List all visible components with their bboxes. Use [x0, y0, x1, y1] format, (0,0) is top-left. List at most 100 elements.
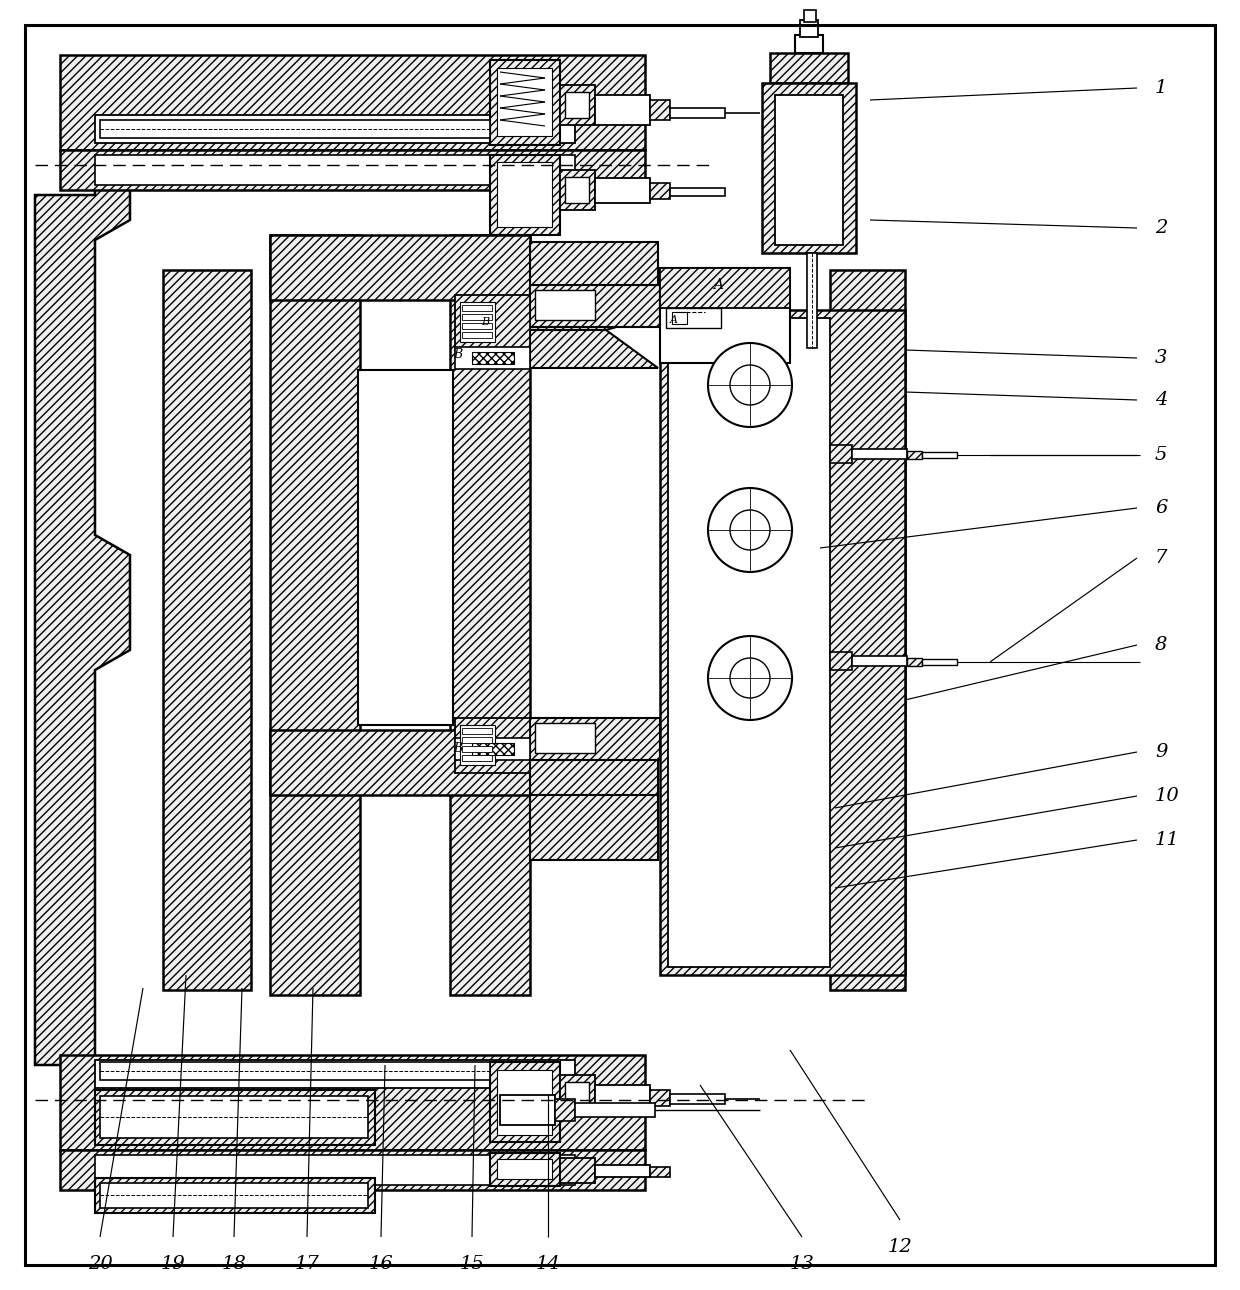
Polygon shape	[529, 795, 658, 860]
Polygon shape	[804, 10, 816, 22]
Polygon shape	[852, 449, 906, 459]
Text: 5: 5	[1154, 446, 1167, 464]
Polygon shape	[560, 170, 595, 210]
Circle shape	[708, 343, 792, 427]
Text: 10: 10	[1154, 787, 1179, 805]
Text: 16: 16	[368, 1255, 393, 1273]
Polygon shape	[472, 743, 515, 755]
Text: 4: 4	[1154, 391, 1167, 409]
Polygon shape	[660, 268, 790, 362]
Polygon shape	[35, 141, 130, 1066]
Polygon shape	[95, 1090, 374, 1146]
Polygon shape	[490, 155, 560, 235]
Polygon shape	[497, 163, 552, 227]
Polygon shape	[490, 1062, 560, 1142]
Text: 2: 2	[1154, 219, 1167, 237]
Polygon shape	[534, 722, 595, 753]
Polygon shape	[100, 120, 490, 138]
Polygon shape	[800, 21, 818, 37]
Polygon shape	[463, 313, 492, 320]
Polygon shape	[529, 285, 660, 326]
Polygon shape	[463, 737, 492, 743]
Text: 1: 1	[1154, 79, 1167, 97]
Polygon shape	[472, 352, 515, 364]
Polygon shape	[906, 658, 923, 666]
Polygon shape	[560, 1075, 595, 1115]
Polygon shape	[455, 738, 529, 760]
Polygon shape	[358, 370, 453, 725]
Polygon shape	[595, 178, 650, 203]
Polygon shape	[775, 95, 843, 245]
Text: 20: 20	[88, 1255, 113, 1273]
Polygon shape	[529, 243, 658, 330]
Polygon shape	[95, 1060, 575, 1087]
Text: 14: 14	[536, 1255, 560, 1273]
Polygon shape	[666, 308, 720, 328]
Text: 9: 9	[1154, 743, 1167, 761]
Circle shape	[730, 510, 770, 550]
Polygon shape	[565, 177, 589, 203]
Polygon shape	[770, 53, 848, 83]
Polygon shape	[500, 1095, 556, 1125]
Polygon shape	[906, 451, 923, 459]
Text: A: A	[713, 279, 723, 292]
Text: 17: 17	[295, 1255, 320, 1273]
Polygon shape	[60, 150, 645, 190]
Polygon shape	[497, 1158, 552, 1179]
Polygon shape	[650, 1090, 670, 1106]
Polygon shape	[660, 310, 905, 975]
Polygon shape	[556, 1099, 575, 1121]
Polygon shape	[270, 235, 360, 995]
Polygon shape	[830, 445, 852, 463]
Polygon shape	[795, 35, 823, 53]
Polygon shape	[923, 659, 957, 666]
Polygon shape	[463, 332, 492, 338]
Polygon shape	[95, 1155, 575, 1186]
Text: B: B	[453, 348, 463, 361]
Polygon shape	[830, 651, 852, 670]
Polygon shape	[162, 270, 250, 989]
Text: 12: 12	[888, 1238, 913, 1256]
Text: 19: 19	[161, 1255, 185, 1273]
Text: B: B	[481, 317, 489, 326]
Polygon shape	[490, 1153, 560, 1186]
Circle shape	[708, 636, 792, 720]
Polygon shape	[270, 235, 529, 301]
Polygon shape	[670, 1094, 725, 1104]
Text: B: B	[453, 742, 463, 755]
Polygon shape	[668, 319, 830, 968]
Polygon shape	[670, 108, 725, 117]
Text: 18: 18	[222, 1255, 247, 1273]
Polygon shape	[60, 1055, 645, 1149]
Polygon shape	[455, 347, 529, 369]
Polygon shape	[95, 115, 575, 143]
Polygon shape	[455, 295, 529, 350]
Polygon shape	[463, 746, 492, 752]
Text: 3: 3	[1154, 350, 1167, 366]
Polygon shape	[460, 302, 495, 342]
Circle shape	[730, 365, 770, 405]
Polygon shape	[595, 1165, 650, 1176]
Polygon shape	[650, 183, 670, 199]
Polygon shape	[830, 270, 905, 989]
Polygon shape	[560, 1158, 595, 1183]
Polygon shape	[670, 188, 725, 196]
Polygon shape	[60, 1149, 645, 1189]
Polygon shape	[852, 657, 906, 666]
Polygon shape	[763, 83, 856, 253]
Polygon shape	[529, 330, 658, 368]
Polygon shape	[923, 451, 957, 458]
Polygon shape	[529, 725, 658, 815]
Polygon shape	[565, 1082, 589, 1108]
Polygon shape	[463, 755, 492, 761]
Polygon shape	[497, 68, 552, 135]
Polygon shape	[650, 101, 670, 120]
Text: 11: 11	[1154, 831, 1179, 849]
Polygon shape	[807, 253, 817, 348]
Polygon shape	[100, 1096, 368, 1138]
Text: A: A	[670, 315, 678, 325]
Polygon shape	[595, 1085, 650, 1109]
Circle shape	[708, 488, 792, 571]
Polygon shape	[95, 155, 575, 184]
Polygon shape	[497, 1069, 552, 1135]
